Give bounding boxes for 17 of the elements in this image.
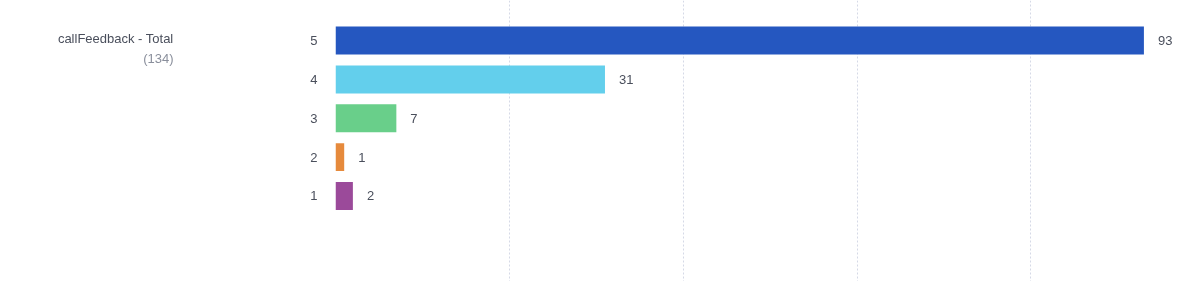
- bar: [335, 65, 605, 94]
- bar: [335, 104, 397, 133]
- bar: [335, 182, 353, 210]
- data-label: 2: [366, 188, 375, 204]
- y-tick-label: 1: [310, 188, 318, 204]
- bar: [335, 26, 1144, 55]
- bar: [335, 143, 345, 172]
- y-tick-label: 3: [310, 110, 318, 126]
- y-tick-label: 5: [310, 33, 318, 49]
- data-label: 93: [1157, 33, 1173, 49]
- text: (134): [143, 51, 174, 66]
- y-tick-label: 4: [310, 71, 318, 87]
- text: callFeedback - Total: [57, 31, 174, 46]
- data-label: 7: [410, 110, 418, 126]
- data-label: 31: [618, 71, 634, 87]
- data-label: 1: [358, 149, 366, 165]
- y-tick-label: 2: [310, 149, 318, 165]
